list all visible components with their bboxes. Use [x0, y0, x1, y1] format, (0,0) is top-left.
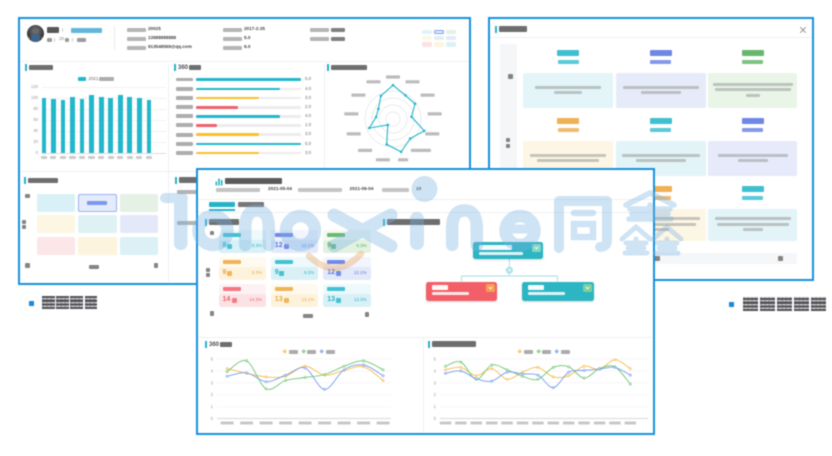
- svg-text:4: 4: [434, 368, 437, 373]
- svg-text:5: 5: [434, 357, 437, 362]
- svg-text:3: 3: [434, 380, 437, 385]
- svg-text:5: 5: [211, 357, 214, 362]
- svg-text:0: 0: [211, 416, 214, 421]
- svg-text:1: 1: [434, 404, 437, 409]
- svg-text:0: 0: [434, 416, 437, 421]
- svg-text:1: 1: [211, 404, 214, 409]
- svg-text:2: 2: [434, 392, 437, 397]
- svg-text:2: 2: [211, 392, 214, 397]
- svg-text:3: 3: [211, 380, 214, 385]
- svg-text:4: 4: [211, 368, 214, 373]
